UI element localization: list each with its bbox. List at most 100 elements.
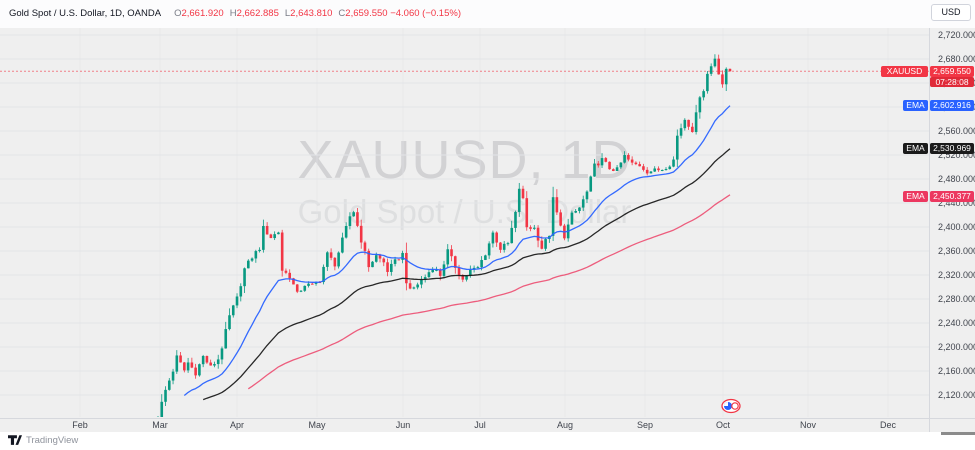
- close-label: C: [338, 8, 346, 19]
- candle-body: [393, 259, 397, 264]
- time-tick-label-may: May: [308, 420, 326, 430]
- candle-body: [521, 188, 525, 199]
- price-tick-label: 2,680.000: [938, 54, 975, 64]
- candle-body: [446, 249, 450, 265]
- candle-body: [205, 355, 209, 363]
- candle-body: [420, 279, 423, 285]
- candle-body: [514, 211, 517, 228]
- ema-20-badge-value: 2,602.916: [930, 99, 974, 111]
- candle-body: [536, 227, 540, 241]
- candle-body: [634, 162, 638, 165]
- price-tick-label: 2,360.000: [938, 246, 975, 256]
- candle-body: [427, 272, 431, 278]
- candle-body: [359, 225, 363, 243]
- candle-body: [525, 198, 529, 228]
- price-tick-label: 2,720.000: [938, 30, 975, 40]
- candle-body: [228, 315, 231, 330]
- axis-corner-divider: [929, 418, 930, 432]
- candle-body: [517, 188, 521, 212]
- candle-body: [239, 286, 243, 297]
- candle-body: [431, 269, 434, 273]
- price-tick-label: 2,280.000: [938, 294, 975, 304]
- candle-body: [250, 258, 254, 261]
- candle-body: [183, 362, 186, 371]
- time-tick-label-jul: Jul: [474, 420, 486, 430]
- ema-50-line: [202, 148, 731, 401]
- candle-body: [487, 243, 491, 256]
- economic-event-icon[interactable]: [721, 398, 741, 414]
- candle-body: [653, 168, 657, 172]
- candle-body: [186, 362, 190, 371]
- candle-body: [593, 163, 596, 177]
- ema-100-line: [247, 194, 731, 390]
- candle-body: [529, 227, 532, 229]
- symbol-title[interactable]: Gold Spot / U.S. Dollar, 1D, OANDA: [9, 8, 162, 19]
- time-axis[interactable]: Feb Mar Apr May Jun Jul Aug Sep Oct Nov Dec: [0, 418, 975, 433]
- ema-100-badge-value: 2,450.377: [930, 191, 974, 203]
- ema-50-badge-value: 2,530.969: [930, 142, 974, 154]
- candle-body: [495, 232, 498, 243]
- candle-body: [457, 267, 461, 276]
- candle-body: [262, 225, 265, 250]
- candle-body: [231, 305, 235, 316]
- candle-body: [175, 355, 179, 372]
- footer-bar: TradingView: [0, 432, 975, 450]
- candle-body: [356, 212, 359, 226]
- candle-body: [295, 284, 299, 292]
- price-tick-label: 2,560.000: [938, 126, 975, 136]
- high-value: 2,662.885: [236, 8, 279, 19]
- candle-body: [694, 112, 698, 133]
- candle-body: [164, 389, 167, 402]
- close-value: 2,659.550: [345, 8, 388, 19]
- candle-body: [506, 243, 510, 245]
- currency-toggle-button[interactable]: USD: [931, 4, 971, 21]
- candle-body: [638, 164, 641, 167]
- candle-body: [585, 191, 589, 200]
- candle-body: [378, 255, 382, 259]
- chart-canvas[interactable]: [0, 28, 929, 418]
- candle-body: [401, 252, 404, 260]
- candle-body: [224, 329, 228, 349]
- candle-body: [314, 282, 318, 284]
- candle-body: [337, 252, 340, 267]
- candle-body: [578, 207, 581, 211]
- candle-body: [213, 364, 216, 366]
- candle-body: [284, 270, 288, 273]
- price-tick-label: 2,480.000: [938, 174, 975, 184]
- candle-body: [307, 283, 310, 286]
- change-value: −4.060: [390, 8, 420, 19]
- candle-body: [303, 285, 307, 291]
- tradingview-logo-icon: [8, 435, 22, 445]
- tradingview-logo-text: TradingView: [26, 435, 79, 446]
- candle-body: [675, 135, 679, 160]
- time-tick-label-feb: Feb: [72, 420, 88, 430]
- candle-body: [687, 119, 690, 127]
- candle-body: [728, 68, 732, 72]
- candle-body: [645, 169, 649, 174]
- candle-body: [310, 283, 314, 285]
- scrollbar-thumb[interactable]: [941, 432, 975, 435]
- candle-body: [277, 232, 280, 235]
- price-tick-label: 2,400.000: [938, 222, 975, 232]
- candle-body: [491, 232, 495, 244]
- candle-body: [216, 359, 220, 365]
- candle-body: [405, 252, 408, 284]
- candle-body: [461, 275, 465, 280]
- candle-body: [363, 242, 367, 251]
- candle-body: [160, 401, 164, 417]
- candle-body: [423, 277, 427, 280]
- candle-body: [664, 169, 668, 171]
- candle-body: [698, 97, 702, 113]
- candle-body: [442, 264, 446, 276]
- candle-body: [706, 73, 709, 92]
- candle-body: [190, 362, 194, 368]
- candle-body: [265, 225, 269, 235]
- candle-body: [280, 232, 284, 271]
- candle-body: [258, 249, 261, 252]
- candle-body: [702, 91, 705, 98]
- candle-body: [630, 159, 634, 163]
- tradingview-logo[interactable]: TradingView: [8, 435, 78, 446]
- candle-body: [254, 251, 258, 259]
- candle-body: [348, 216, 352, 226]
